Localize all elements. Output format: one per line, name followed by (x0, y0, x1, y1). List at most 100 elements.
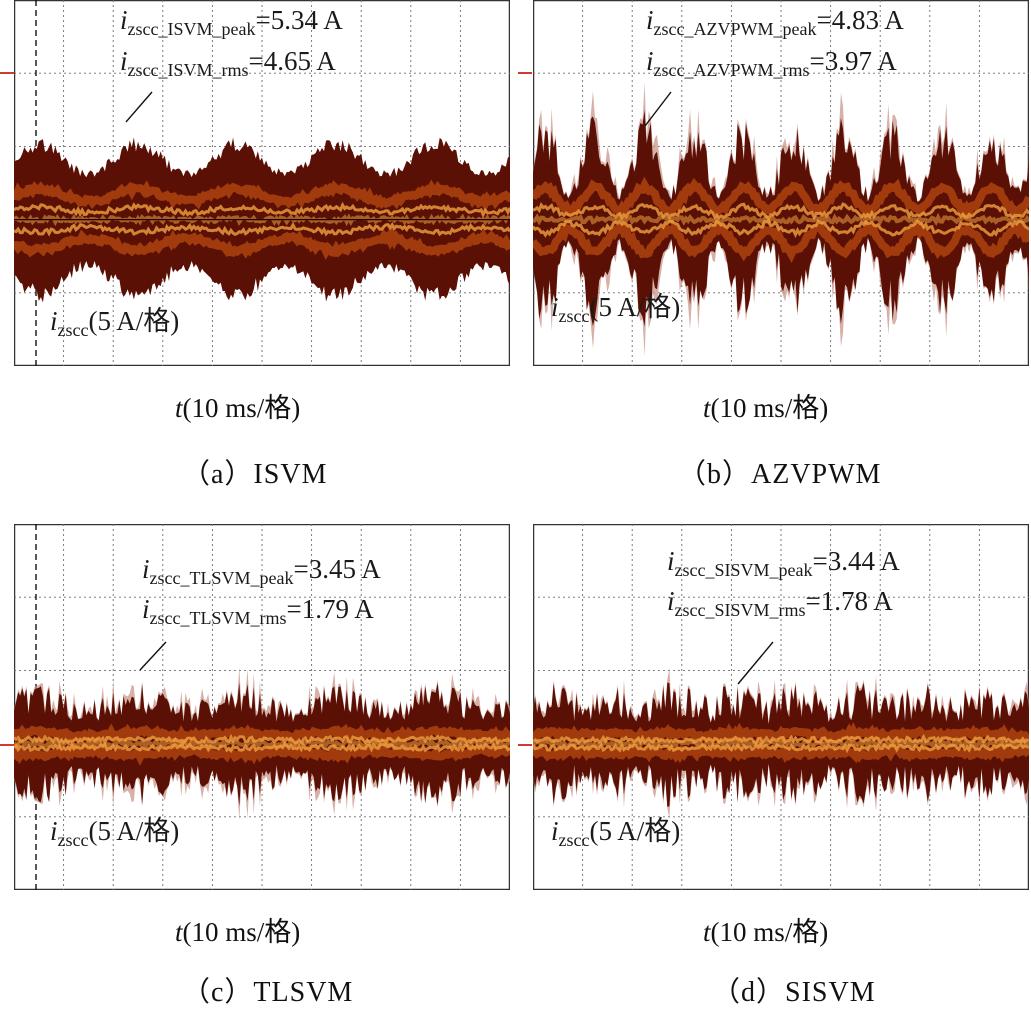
dense-band-lower (14, 221, 510, 237)
peak-symbol-a: i (120, 5, 128, 35)
ylabel-subscript-a: zscc (57, 320, 89, 340)
panel-d: izscc_SISVM_peak=3.44 A izscc_SISVM_rms=… (533, 524, 1029, 890)
rms-symbol-d: i (667, 586, 675, 616)
xlabel-symbol-a: t (175, 393, 183, 423)
rms-symbol-a: i (120, 46, 128, 76)
annotation-leader-line (644, 91, 672, 127)
dense-band-upper (533, 733, 1029, 746)
waveform-plot-d (533, 524, 1029, 890)
peak-symbol-d: i (667, 546, 675, 576)
scope-screen-d (533, 524, 1029, 890)
ylabel-symbol-b: i (551, 292, 559, 322)
rms-value-d: =1.78 A (805, 586, 893, 616)
rms-annotation-c: izscc_TLSVM_rms=1.79 A (142, 594, 374, 628)
ylabel-b: izscc(5 A/格) (551, 292, 680, 326)
ylabel-d: izscc(5 A/格) (551, 816, 681, 850)
rms-subscript-a: zscc_ISVM_rms (127, 60, 249, 80)
peak-value-a: =5.34 A (255, 5, 343, 35)
panel-c: izscc_TLSVM_peak=3.45 A izscc_TLSVM_rms=… (14, 524, 510, 890)
rms-band-upper (533, 721, 1029, 747)
peak-symbol-c: i (142, 554, 150, 584)
panel-a: izscc_ISVM_peak=5.34 A izscc_ISVM_rms=4.… (14, 0, 510, 366)
xlabel-d: t(10 ms/格) (703, 910, 828, 949)
ylabel-scale-d: (5 A/格) (589, 816, 681, 846)
grid (14, 0, 510, 366)
center-band (14, 736, 510, 751)
scope-screen-c (14, 524, 510, 890)
rms-band-lower (533, 219, 1029, 263)
xlabel-a: t(10 ms/格) (175, 386, 300, 425)
ylabel-subscript-d: zscc (558, 830, 590, 850)
caption-b: （b）AZVPWM (678, 459, 882, 490)
center-band (533, 737, 1029, 751)
ylabel-a: izscc(5 A/格) (50, 306, 180, 340)
annotation-leader-line (125, 91, 153, 123)
rms-value-a: =4.65 A (248, 46, 336, 76)
peak-value-c: =3.45 A (293, 554, 381, 584)
ylabel-scale-a: (5 A/格) (88, 306, 180, 336)
peak-subscript-b: zscc_AZVPWM_peak (653, 19, 817, 39)
waveform-trace (533, 109, 1029, 327)
waveform-plot-a (14, 0, 510, 366)
dense-band-upper (533, 201, 1029, 221)
xlabel-scale-b: (10 ms/格) (710, 393, 829, 423)
ylabel-subscript-c: zscc (57, 830, 89, 850)
waveform-plot-c (14, 524, 510, 890)
rms-value-b: =3.97 A (809, 46, 897, 76)
dense-band-lower (14, 741, 510, 753)
peak-annotation-a: izscc_ISVM_peak=5.34 A (120, 5, 343, 39)
caption-a: （a）ISVM (182, 459, 328, 490)
annotation-leader-line (737, 641, 774, 685)
xlabel-symbol-b: t (703, 393, 711, 423)
waveform-plot-b (533, 0, 1029, 366)
trigger-marker-b (518, 72, 532, 74)
rms-band-upper (533, 176, 1029, 221)
xlabel-symbol-d: t (703, 917, 711, 947)
rms-annotation-a: izscc_ISVM_rms=4.65 A (120, 46, 336, 80)
rms-value-c: =1.79 A (286, 594, 374, 624)
ylabel-c: izscc(5 A/格) (50, 816, 180, 850)
grid (14, 524, 510, 890)
dense-band-upper (14, 201, 510, 219)
trigger-marker-d (518, 744, 532, 746)
scope-screen-b (533, 0, 1029, 366)
ylabel-symbol-c: i (50, 816, 58, 846)
rms-subscript-b: zscc_AZVPWM_rms (653, 60, 810, 80)
caption-d: （d）SISVM (712, 977, 876, 1008)
ylabel-subscript-b: zscc (558, 306, 590, 326)
peak-symbol-b: i (646, 5, 654, 35)
caption-c: （c）TLSVM (182, 977, 354, 1008)
rms-subscript-c: zscc_TLSVM_rms (149, 608, 287, 628)
rms-band-lower (14, 741, 510, 766)
panel-b: izscc_AZVPWM_peak=4.83 A izscc_AZVPWM_rm… (533, 0, 1029, 366)
trigger-marker-c (0, 744, 14, 746)
peak-value-b: =4.83 A (816, 5, 904, 35)
grid (533, 0, 1029, 366)
waveform-trace (533, 682, 1029, 807)
xlabel-scale-c: (10 ms/格) (182, 917, 301, 947)
peak-value-d: =3.44 A (812, 546, 900, 576)
rms-annotation-b: izscc_AZVPWM_rms=3.97 A (646, 46, 897, 80)
center-band (533, 212, 1029, 227)
ylabel-scale-c: (5 A/格) (88, 816, 180, 846)
xlabel-c: t(10 ms/格) (175, 910, 300, 949)
xlabel-scale-a: (10 ms/格) (182, 393, 301, 423)
rms-band-lower (533, 742, 1029, 764)
ylabel-symbol-a: i (50, 306, 58, 336)
peak-annotation-c: izscc_TLSVM_peak=3.45 A (142, 554, 381, 588)
ylabel-symbol-d: i (551, 816, 559, 846)
peak-annotation-d: izscc_SISVM_peak=3.44 A (667, 546, 900, 580)
peak-subscript-a: zscc_ISVM_peak (127, 19, 256, 39)
xlabel-b: t(10 ms/格) (703, 386, 828, 425)
peak-subscript-c: zscc_TLSVM_peak (149, 568, 294, 588)
rms-band-lower (14, 226, 510, 261)
grid (533, 524, 1029, 890)
rms-symbol-c: i (142, 594, 150, 624)
annotation-leader-line (139, 641, 167, 671)
xlabel-symbol-c: t (175, 917, 183, 947)
rms-subscript-d: zscc_SISVM_rms (674, 600, 806, 620)
xlabel-scale-d: (10 ms/格) (710, 917, 829, 947)
peak-annotation-b: izscc_AZVPWM_peak=4.83 A (646, 5, 904, 39)
trigger-marker-a (0, 72, 14, 74)
rms-annotation-d: izscc_SISVM_rms=1.78 A (667, 586, 893, 620)
